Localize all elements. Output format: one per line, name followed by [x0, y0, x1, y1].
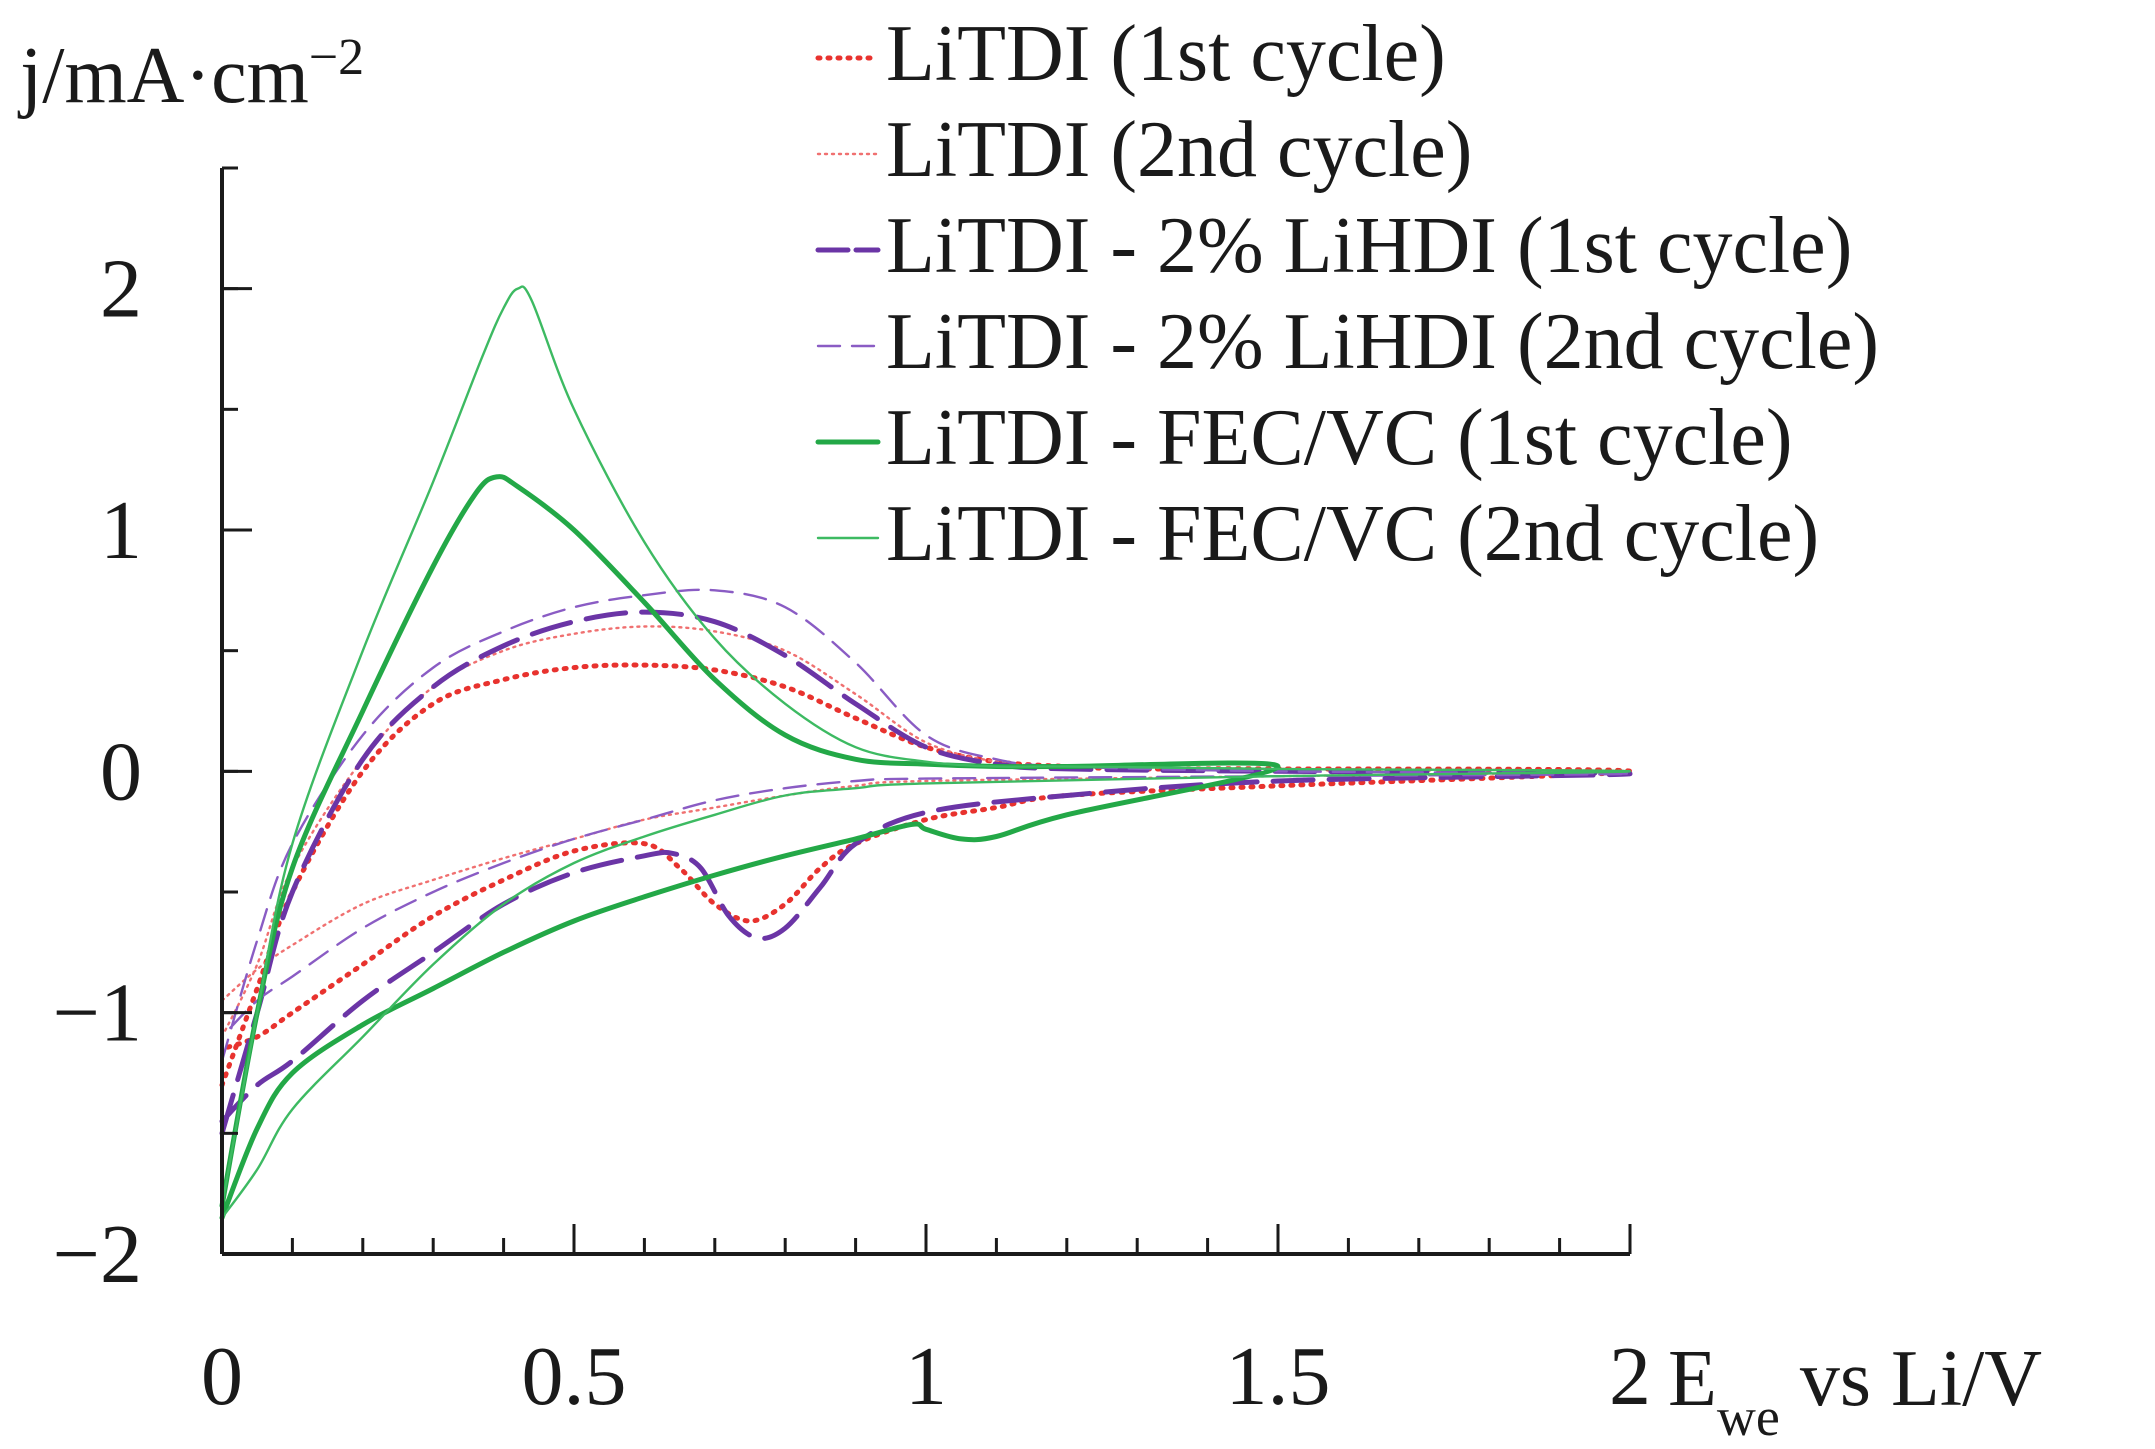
x-axis-title: Ewe vs Li/V — [1668, 1335, 2042, 1447]
legend: LiTDI (1st cycle)LiTDI (2nd cycle)LiTDI … — [815, 10, 1879, 578]
y-axis-title: j/mA·cm−2 — [17, 29, 364, 121]
y-tick-label: 2 — [100, 243, 142, 336]
series-line-6 — [220, 285, 1632, 1219]
y-tick-label: 1 — [100, 484, 142, 577]
x-axis-title-subscript: we — [1717, 1387, 1780, 1447]
y-axis-title-exponent: −2 — [309, 29, 364, 86]
legend-label-4: LiTDI - 2% LiHDI (2nd cycle) — [886, 298, 1879, 386]
y-tick-label: −1 — [53, 967, 142, 1060]
legend-label-6: LiTDI - FEC/VC (2nd cycle) — [886, 490, 1819, 578]
series-line-4 — [220, 588, 1632, 1063]
legend-label-5: LiTDI - FEC/VC (1st cycle) — [886, 394, 1792, 482]
legend-label-3: LiTDI - 2% LiHDI (1st cycle) — [886, 202, 1852, 290]
ticks-layer: 0 0.5 1 1.5 2 −2 −1 0 1 2 — [53, 166, 1651, 1423]
series-line-5 — [219, 474, 1281, 1221]
x-axis-title-base: E — [1668, 1335, 1717, 1423]
x-axis-title-rest: vs Li/V — [1780, 1335, 2042, 1423]
x-tick-label: 0 — [201, 1330, 243, 1423]
x-tick-label: 1 — [905, 1330, 947, 1423]
x-tick-label: 2 — [1609, 1330, 1651, 1423]
y-tick-label: −2 — [53, 1208, 142, 1301]
y-tick-label: 0 — [100, 725, 142, 818]
x-tick-label: 0.5 — [522, 1330, 627, 1423]
legend-label-1: LiTDI (1st cycle) — [886, 10, 1446, 98]
series-line-2 — [220, 625, 1632, 1038]
x-tick-label: 1.5 — [1226, 1330, 1331, 1423]
series-line-3 — [219, 609, 1633, 1136]
y-axis-title-base: j/mA·cm — [17, 32, 309, 120]
legend-label-2: LiTDI (2nd cycle) — [886, 106, 1472, 194]
series-line-1 — [219, 662, 1633, 1088]
curves-layer — [219, 285, 1633, 1221]
